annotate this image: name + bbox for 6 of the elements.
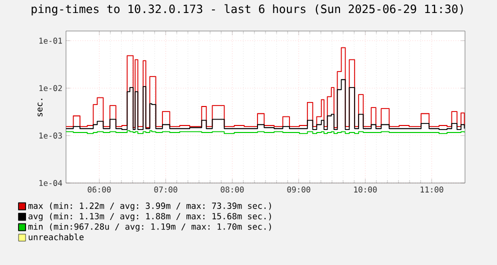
- legend-label: min (min:967.28u / avg: 1.19m / max: 1.70m sec.): [28, 223, 271, 232]
- y-axis-title: sec.: [38, 98, 42, 116]
- legend-label: avg (min: 1.13m / avg: 1.88m / max: 15.68m sec.): [28, 212, 271, 222]
- chart-title: ping-times to 10.32.0.173 - last 6 hours (Sun 2025-06-29 11:30): [32, 4, 463, 16]
- legend-label: max (min: 1.22m / avg: 3.99m / max: 73.39m sec.): [28, 202, 271, 211]
- legend-label: unreachable: [28, 234, 84, 240]
